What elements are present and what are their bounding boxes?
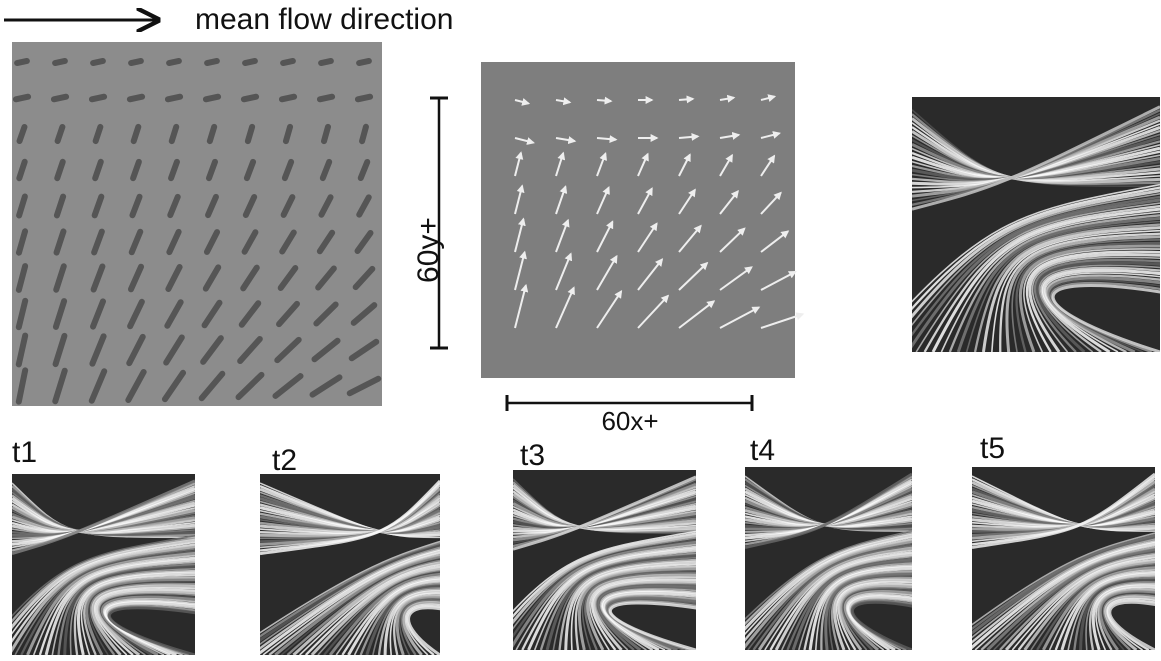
cylinder: [244, 97, 256, 100]
cylinder: [131, 61, 141, 63]
cylinder: [248, 127, 252, 141]
lic-panel: [0, 474, 232, 655]
cylinder: [207, 61, 217, 63]
panel-label: t4: [750, 434, 775, 467]
photo-raw: [12, 42, 382, 406]
cylinder: [282, 97, 294, 100]
panel-label: t5: [980, 432, 1005, 465]
lic-panel: [866, 97, 1161, 352]
lic-panel: [938, 467, 1161, 650]
lic-panel: [479, 470, 733, 650]
page: mean flow direction 60y+ 60x+ t1 t2 t3 t…: [0, 0, 1161, 661]
lic-panel: [714, 467, 946, 650]
cylinder: [324, 127, 328, 141]
lic-panel: [226, 474, 476, 655]
panel-label: t1: [12, 436, 37, 469]
cylinder: [169, 61, 179, 63]
cylinder: [92, 97, 104, 100]
cylinder: [210, 127, 214, 141]
cylinder: [245, 61, 255, 63]
cylinder: [93, 61, 103, 63]
cylinder: [17, 61, 27, 63]
panel-label: t3: [520, 439, 545, 472]
vector-arrow: [679, 99, 693, 100]
figure: mean flow direction 60y+ 60x+ t1 t2 t3 t…: [0, 0, 1161, 661]
panel-label: t2: [272, 444, 297, 477]
cylinder: [359, 61, 369, 63]
scale-y-label: 60y+: [412, 217, 445, 283]
photo-bg: [481, 62, 795, 378]
cylinder: [358, 97, 370, 100]
flow-label: mean flow direction: [195, 3, 453, 36]
cylinder: [55, 61, 65, 63]
scale-x-label: 60x+: [601, 406, 658, 436]
cylinder: [172, 127, 176, 141]
cylinder: [130, 97, 142, 100]
cylinder: [168, 97, 180, 100]
cylinder: [320, 97, 332, 100]
cylinder: [321, 61, 331, 63]
cylinder: [16, 97, 28, 100]
cylinder: [283, 61, 293, 63]
cylinder: [206, 97, 218, 100]
cylinder: [54, 97, 66, 100]
photo-vectors: [481, 62, 803, 378]
cylinder: [362, 127, 366, 141]
vector-arrow: [597, 100, 611, 101]
cylinder: [286, 127, 290, 141]
